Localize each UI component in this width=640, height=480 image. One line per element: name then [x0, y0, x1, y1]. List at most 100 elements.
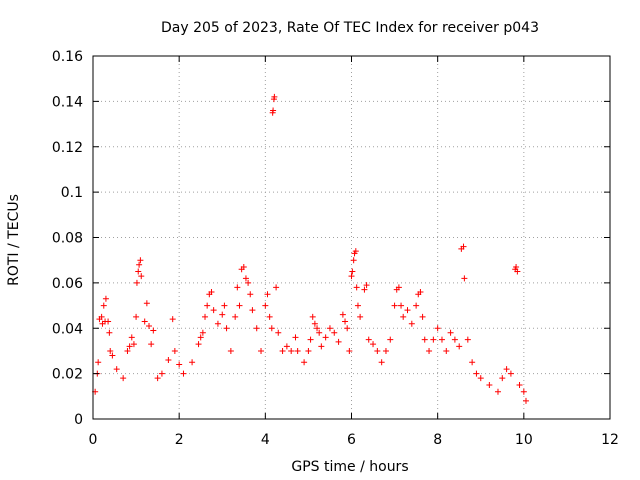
data-point [219, 311, 226, 318]
data-point [136, 261, 143, 268]
y-tick-label: 0.14 [52, 94, 83, 110]
data-point [105, 318, 112, 325]
data-point [499, 375, 506, 382]
data-point [430, 336, 437, 343]
data-point [494, 388, 501, 395]
data-point [357, 313, 364, 320]
data-point [95, 359, 102, 366]
data-point [288, 347, 295, 354]
data-point [138, 273, 145, 280]
data-point [398, 302, 405, 309]
data-point [352, 248, 359, 255]
data-point [146, 322, 153, 329]
data-point [387, 336, 394, 343]
data-point [264, 291, 271, 298]
data-point [197, 334, 204, 341]
data-point [354, 302, 361, 309]
data-point [158, 370, 165, 377]
data-point [249, 307, 256, 314]
data-point [273, 284, 280, 291]
data-point [247, 291, 254, 298]
data-point [353, 284, 360, 291]
data-point [322, 334, 329, 341]
data-point [301, 359, 308, 366]
data-point [109, 352, 116, 359]
data-point [486, 381, 493, 388]
data-point [113, 366, 120, 373]
data-point [227, 347, 234, 354]
data-point [516, 381, 523, 388]
data-point [382, 347, 389, 354]
data-point [346, 347, 353, 354]
data-point [171, 347, 178, 354]
data-point [294, 347, 301, 354]
data-point [258, 347, 265, 354]
data-points [92, 93, 529, 404]
x-axis-label: GPS time / hours [291, 459, 408, 475]
data-point [473, 370, 480, 377]
data-point [135, 268, 142, 275]
data-point [443, 347, 450, 354]
data-point [305, 347, 312, 354]
x-tick-label: 12 [601, 432, 619, 448]
data-point [275, 329, 282, 336]
data-point [477, 375, 484, 382]
data-point [349, 268, 356, 275]
y-tick-label: 0.16 [52, 49, 83, 65]
data-point [513, 263, 520, 270]
data-point [374, 347, 381, 354]
data-point [268, 325, 275, 332]
data-point [292, 334, 299, 341]
data-point [133, 279, 140, 286]
data-point [271, 93, 278, 100]
data-point [143, 300, 150, 307]
data-point [316, 329, 323, 336]
data-point [189, 359, 196, 366]
data-point [350, 257, 357, 264]
data-point [202, 313, 209, 320]
data-point [137, 257, 144, 264]
data-point [447, 329, 454, 336]
data-point [520, 388, 527, 395]
data-point [232, 313, 239, 320]
data-point [262, 302, 269, 309]
data-point [210, 307, 217, 314]
data-point [400, 313, 407, 320]
y-tick-label: 0.04 [52, 321, 83, 337]
data-point [107, 347, 114, 354]
data-point [438, 336, 445, 343]
data-point [404, 307, 411, 314]
data-point [434, 325, 441, 332]
data-point [165, 357, 172, 364]
x-tick-label: 10 [515, 432, 533, 448]
data-point [363, 282, 370, 289]
data-point [503, 366, 510, 373]
chart-title: Day 205 of 2023, Rate Of TEC Index for r… [161, 20, 539, 36]
grid-lines [93, 56, 610, 419]
data-point [318, 343, 325, 350]
y-tick-label: 0.12 [52, 140, 83, 156]
data-point [344, 325, 351, 332]
data-point [106, 329, 113, 336]
data-point [128, 334, 135, 341]
data-point [413, 302, 420, 309]
data-point [234, 284, 241, 291]
x-tick-label: 2 [175, 432, 184, 448]
data-point [195, 341, 202, 348]
data-point [461, 275, 468, 282]
data-point [279, 347, 286, 354]
data-point [326, 325, 333, 332]
data-point [154, 375, 161, 382]
data-point [124, 347, 131, 354]
data-point [426, 347, 433, 354]
data-point [361, 286, 368, 293]
data-point [331, 329, 338, 336]
y-axis-label: ROTI / TECUs [6, 194, 22, 286]
data-point [370, 341, 377, 348]
data-point [408, 320, 415, 327]
data-point [342, 318, 349, 325]
data-point [391, 302, 398, 309]
data-point [236, 302, 243, 309]
data-point [221, 302, 228, 309]
data-point [148, 341, 155, 348]
